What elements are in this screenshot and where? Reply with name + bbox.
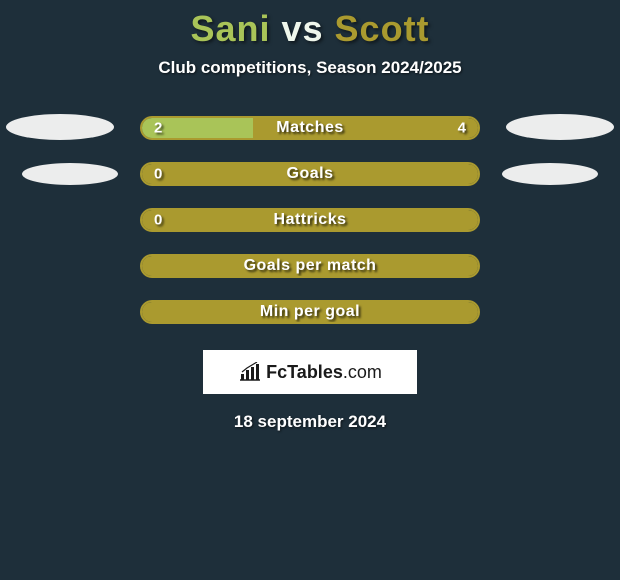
stat-value-right: 4 xyxy=(458,120,466,137)
stat-label: Goals xyxy=(287,165,334,183)
stat-bar: Goals per match xyxy=(140,254,480,278)
logo-box: FcTables.com xyxy=(203,350,417,394)
logo-bold: FcTables xyxy=(266,362,343,382)
stat-label: Goals per match xyxy=(244,257,377,275)
stat-value-left: 0 xyxy=(154,212,162,229)
stats-rows: Matches 2 4 Goals 0 Hattricks 0 Goals per match… xyxy=(0,116,620,324)
stat-label: Hattricks xyxy=(274,211,347,229)
title-player2: Scott xyxy=(335,8,430,49)
stat-row: Goals 0 xyxy=(0,162,620,186)
page-title: Sani vs Scott xyxy=(190,8,429,50)
barchart-icon xyxy=(238,362,262,382)
stat-label: Matches xyxy=(276,119,344,137)
title-vs: vs xyxy=(281,8,323,49)
title-player1: Sani xyxy=(190,8,270,49)
stat-row: Goals per match xyxy=(0,254,620,278)
date-text: 18 september 2024 xyxy=(234,412,386,432)
stat-row: Matches 2 4 xyxy=(0,116,620,140)
player-ellipse-left xyxy=(22,163,118,185)
stat-bar: Matches 2 4 xyxy=(140,116,480,140)
stat-bar: Min per goal xyxy=(140,300,480,324)
player-ellipse-right xyxy=(502,163,598,185)
logo-text: FcTables.com xyxy=(266,362,382,383)
player-ellipse-left xyxy=(6,114,114,140)
logo-thin: .com xyxy=(343,362,382,382)
stat-label: Min per goal xyxy=(260,303,360,321)
stat-bar: Hattricks 0 xyxy=(140,208,480,232)
subtitle: Club competitions, Season 2024/2025 xyxy=(158,58,461,78)
stat-row: Hattricks 0 xyxy=(0,208,620,232)
stat-row: Min per goal xyxy=(0,300,620,324)
player-ellipse-right xyxy=(506,114,614,140)
stat-bar: Goals 0 xyxy=(140,162,480,186)
stat-value-left: 2 xyxy=(154,120,162,137)
stat-value-left: 0 xyxy=(154,166,162,183)
